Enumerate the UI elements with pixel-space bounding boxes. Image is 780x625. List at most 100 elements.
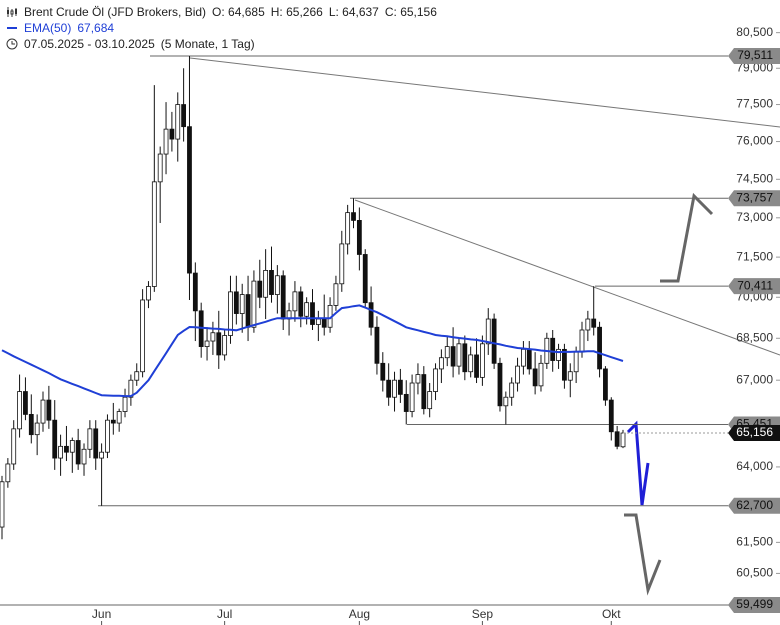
candle-body xyxy=(239,294,245,314)
candle-body xyxy=(52,419,58,459)
candle-body xyxy=(573,351,579,373)
y-tick-label: 71,500 xyxy=(736,249,773,263)
candle-body xyxy=(579,329,585,353)
candle-body xyxy=(497,362,503,407)
candle-body xyxy=(503,396,509,407)
candle-body xyxy=(339,243,345,285)
y-tick-label: 68,500 xyxy=(736,330,773,344)
candle-body xyxy=(356,220,362,255)
x-tick-label: Jun xyxy=(92,607,111,621)
candle-body xyxy=(521,348,526,367)
level-tag xyxy=(728,190,780,207)
candle-body xyxy=(620,432,626,448)
candle-body xyxy=(415,374,421,384)
candle-body xyxy=(140,299,146,373)
date-range: 07.05.2025 - 03.10.2025 xyxy=(24,37,155,51)
y-tick-label: 64,000 xyxy=(736,459,773,473)
projection-arrow xyxy=(626,420,650,506)
candle-body xyxy=(263,270,269,298)
candle-body xyxy=(374,326,380,364)
candle-body xyxy=(0,481,5,528)
level-label: 73,757 xyxy=(736,190,773,204)
candle-body xyxy=(397,379,403,395)
candle-body xyxy=(228,291,233,336)
candle-body xyxy=(603,368,608,401)
candle-body xyxy=(333,283,339,306)
projection-arrow xyxy=(660,192,714,283)
candle-body xyxy=(362,254,368,304)
candle-body xyxy=(509,382,515,398)
candle-body xyxy=(93,428,99,459)
candle-body xyxy=(485,318,491,345)
candle-body xyxy=(380,362,386,381)
candle-body xyxy=(444,346,450,359)
candle-body xyxy=(17,391,22,430)
candle-body xyxy=(181,104,187,128)
candle-body xyxy=(192,272,198,312)
candle-body xyxy=(315,318,321,325)
candle-body xyxy=(210,332,216,342)
candle-body xyxy=(479,343,485,378)
y-tick-label: 67,000 xyxy=(736,372,773,386)
candle-body xyxy=(169,128,175,140)
candle-body xyxy=(532,368,538,387)
candle-body xyxy=(597,326,602,370)
candle-body xyxy=(304,302,310,317)
legend-row: 07.05.2025 - 03.10.2025 (5 Monate, 1 Tag… xyxy=(6,36,437,52)
y-tick-label: 73,000 xyxy=(736,210,773,224)
candle-body xyxy=(64,445,69,453)
candle-body xyxy=(146,286,151,301)
legend: Brent Crude Öl (JFD Brokers, Bid) O: 64,… xyxy=(6,4,437,52)
candle-body xyxy=(245,294,251,328)
candle-body xyxy=(122,396,128,412)
ohlc-value: H: 65,266 xyxy=(270,5,323,19)
candle-body xyxy=(46,399,52,421)
candle-body xyxy=(450,346,456,367)
candle-body xyxy=(608,399,614,433)
candle-body xyxy=(438,357,444,370)
candle-body xyxy=(562,348,567,381)
candle-body xyxy=(175,104,181,140)
candle-body xyxy=(292,291,298,312)
x-tick-label: Sep xyxy=(472,607,494,621)
candle-body xyxy=(550,337,556,361)
candle-body xyxy=(110,419,116,424)
instrument-title: Brent Crude Öl (JFD Brokers, Bid) xyxy=(24,5,207,19)
candle-body xyxy=(468,354,474,373)
level-label: 62,700 xyxy=(736,498,773,512)
candle-body xyxy=(11,428,17,465)
candle-body xyxy=(28,414,34,436)
candle-body xyxy=(134,371,140,381)
candle-body xyxy=(5,463,11,483)
candle-body xyxy=(105,419,110,453)
candle-body xyxy=(591,318,597,328)
candle-body xyxy=(403,393,409,412)
candle-body xyxy=(151,181,157,287)
candle-body xyxy=(58,445,63,459)
x-tick-label: Aug xyxy=(349,607,370,621)
candle-body xyxy=(81,448,87,465)
candle-body xyxy=(462,343,468,373)
candle-body xyxy=(233,291,239,314)
candle-body xyxy=(69,440,75,453)
level-tag xyxy=(728,48,780,65)
legend-entry: EMA(50) xyxy=(24,21,72,35)
candle-body xyxy=(163,128,169,155)
legend-row: Brent Crude Öl (JFD Brokers, Bid) O: 64,… xyxy=(6,4,437,20)
level-label: 70,411 xyxy=(737,278,773,292)
ema-line xyxy=(1,304,624,398)
candle-body xyxy=(116,411,122,424)
candle-body xyxy=(321,318,327,328)
candle-body xyxy=(456,343,462,367)
candle-body xyxy=(515,365,520,384)
legend-row: EMA(50) 67,684 xyxy=(6,20,437,36)
candle-body xyxy=(386,379,392,398)
price-tag xyxy=(728,425,780,442)
clock-icon xyxy=(6,38,18,50)
candle-body xyxy=(75,440,81,465)
candle-body xyxy=(216,332,222,356)
candle-body xyxy=(474,354,479,378)
candle-body xyxy=(421,374,427,410)
x-tick-label: Jul xyxy=(217,607,232,621)
candle-body xyxy=(23,391,28,415)
